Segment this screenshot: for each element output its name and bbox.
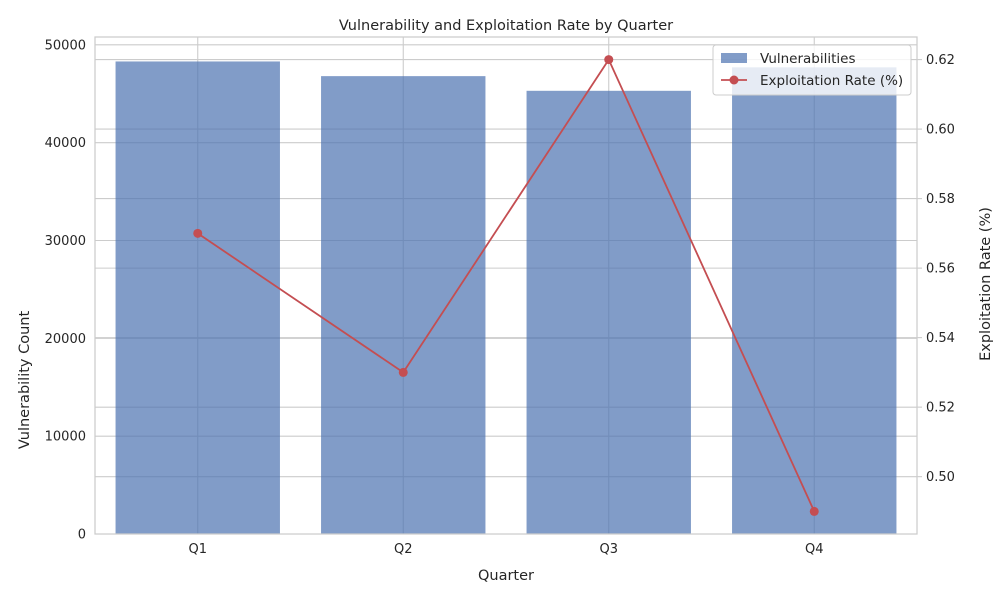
y2-tick-label: 0.60 [926, 123, 955, 138]
legend: Vulnerabilities Exploitation Rate (%) [712, 44, 912, 96]
y-axis-ticks: 0 10000 20000 30000 40000 50000 [45, 38, 86, 542]
bar-q1 [115, 61, 280, 535]
legend-swatch-vulnerabilities [721, 53, 747, 63]
y-tick-label: 10000 [45, 430, 86, 445]
legend-swatch-exploitation-marker [729, 75, 739, 85]
y2-tick-label: 0.56 [926, 262, 955, 277]
x-axis-label: Quarter [478, 568, 534, 584]
y-tick-label: 40000 [45, 136, 86, 151]
chart-title: Vulnerability and Exploitation Rate by Q… [339, 18, 673, 34]
y-axis-label: Vulnerability Count [17, 311, 33, 450]
bars [115, 61, 897, 535]
y-tick-label: 30000 [45, 234, 86, 249]
y-tick-label: 50000 [45, 38, 86, 53]
x-tick-label: Q3 [599, 542, 618, 557]
x-tick-label: Q1 [188, 542, 207, 557]
y2-axis-ticks: 0.50 0.52 0.54 0.56 0.58 0.60 0.62 [917, 53, 955, 485]
x-axis-ticks: Q1 Q2 Q3 Q4 [188, 542, 823, 557]
bar-q3 [526, 90, 691, 534]
bar-q2 [321, 76, 486, 535]
y2-tick-label: 0.50 [926, 470, 955, 485]
exploitation-rate-point-q4 [809, 506, 819, 516]
legend-label-exploitation-rate: Exploitation Rate (%) [760, 73, 903, 89]
exploitation-rate-point-q3 [604, 55, 614, 65]
exploitation-rate-line [193, 55, 819, 516]
y2-tick-label: 0.58 [926, 192, 955, 207]
y2-axis-label: Exploitation Rate (%) [978, 207, 994, 361]
exploitation-rate-polyline [197, 57, 816, 512]
y-tick-label: 20000 [45, 332, 86, 347]
y2-tick-label: 0.52 [926, 401, 955, 416]
x-tick-label: Q4 [805, 542, 824, 557]
legend-box [712, 44, 912, 96]
exploitation-rate-point-q1 [193, 228, 203, 238]
plot-frame [94, 36, 918, 535]
y2-tick-label: 0.62 [926, 53, 955, 68]
y2-tick-label: 0.54 [926, 331, 955, 346]
x-tick-label: Q2 [394, 542, 413, 557]
bar-q4 [732, 67, 897, 535]
y-tick-label: 0 [78, 528, 86, 543]
legend-label-vulnerabilities: Vulnerabilities [760, 51, 856, 67]
exploitation-rate-point-q2 [398, 367, 408, 377]
